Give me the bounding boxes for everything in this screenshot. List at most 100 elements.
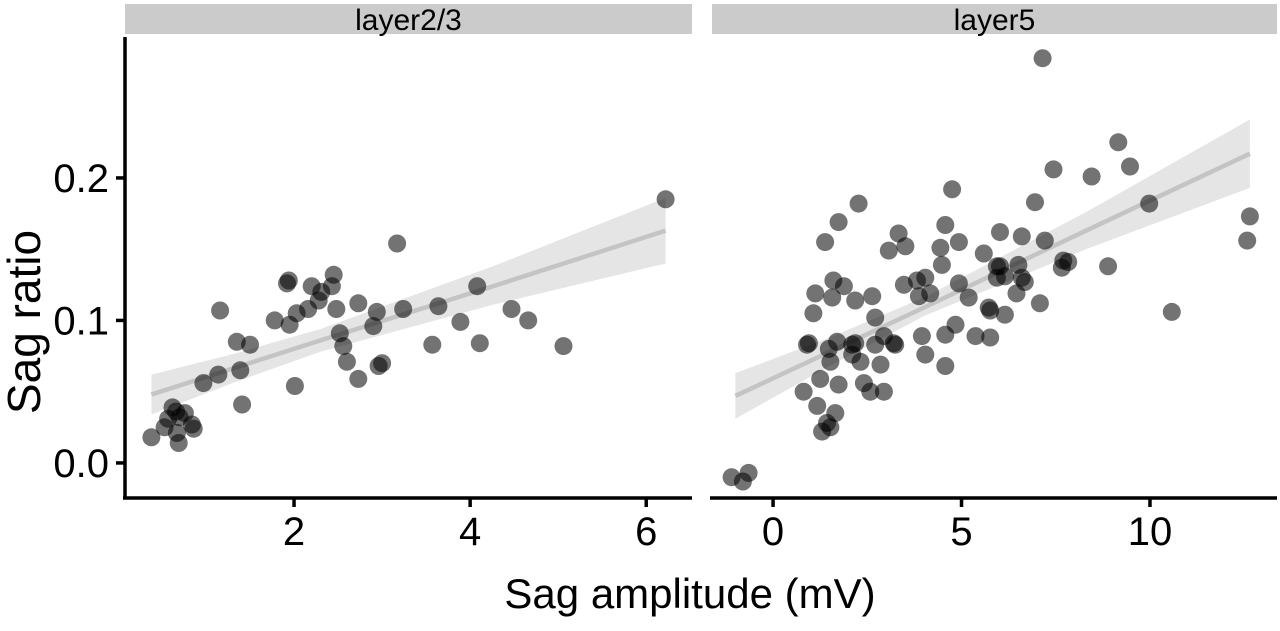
data-point [896,237,915,256]
data-point [861,382,880,401]
data-point [233,395,252,414]
data-point [364,317,383,336]
facet-strip-label: layer5 [954,4,1036,37]
facet-panel-1: layer2/3 2 4 6 0.0 0.1 0.2 [53,4,692,554]
data-point [991,223,1009,242]
data-point [184,419,203,438]
x-tick-label: 4 [459,510,481,554]
data-point [946,315,965,334]
data-point [846,334,865,353]
data-point [912,327,931,346]
data-point [811,369,830,388]
data-point [874,382,893,401]
facet-strip [125,4,692,34]
data-point [936,216,955,234]
x-tick-label: 5 [950,510,972,554]
data-point [142,428,161,447]
data-point [806,284,825,303]
data-point [799,334,818,353]
data-point [816,233,835,252]
data-point [394,300,413,318]
facet-strip [712,4,1277,34]
x-tick-label: 0 [762,510,784,554]
data-point [821,352,840,371]
data-point [834,277,853,296]
x-tick-label: 10 [1128,510,1173,554]
data-point [879,241,898,260]
data-point [829,375,848,394]
data-point [324,265,343,284]
y-tick-label: 0.2 [53,157,109,201]
data-point [1121,157,1139,176]
data-point [1140,194,1159,213]
data-point [211,301,230,320]
facet-panel-2: layer5 0 5 10 [710,4,1277,554]
data-point [1033,49,1052,68]
data-point [829,213,848,232]
data-point [823,288,842,307]
data-point [470,334,489,353]
panels-container: layer2/3 2 4 6 0.0 0.1 0.2 layer5 0 5 10 [53,4,1277,554]
data-point [1240,207,1259,226]
data-point [804,304,823,323]
data-point [916,345,935,364]
data-point [966,327,985,346]
data-point [502,300,521,318]
data-point [808,396,827,415]
data-point [554,337,573,356]
data-point [936,357,955,375]
y-tick-label: 0.1 [53,299,109,343]
data-point [866,308,885,327]
data-point [388,234,407,253]
data-point [519,311,538,330]
data-point [995,267,1014,286]
data-point [1109,133,1128,152]
data-point [468,277,487,296]
data-point [981,328,1000,347]
data-point [739,463,758,482]
data-point [846,291,865,310]
data-point [1044,160,1063,179]
x-axis-title: Sag amplitude (mV) [504,570,875,617]
data-point [429,297,448,316]
data-point [828,332,847,351]
data-point [943,180,962,199]
data-point [1012,227,1031,246]
data-point [949,233,968,252]
data-point [921,284,940,303]
data-point [863,287,882,306]
data-point [265,311,284,330]
data-point [327,300,346,318]
data-point [1035,231,1054,250]
data-point [949,274,968,293]
data-point [974,244,993,263]
data-point [931,238,950,257]
data-point [423,335,442,354]
data-point [194,374,213,393]
data-point [849,194,868,213]
data-point [209,365,228,384]
data-point [959,288,978,307]
data-point [169,434,188,452]
data-point [871,355,890,374]
y-tick-label: 0.0 [53,442,109,486]
data-point [916,268,935,287]
data-point [821,418,840,437]
facet-strip-label: layer2/3 [355,4,462,37]
data-point [349,369,368,388]
data-point [794,382,813,401]
data-point [656,190,675,209]
data-point [279,271,298,290]
data-point [1026,193,1044,212]
data-point [451,312,470,331]
y-axis-title: Sag ratio [0,230,50,414]
x-tick-label: 2 [283,510,305,554]
data-point [851,352,870,371]
data-point [1015,273,1034,291]
data-point [367,302,386,321]
data-point [349,294,368,313]
data-point [981,301,1000,320]
data-point [334,337,353,356]
